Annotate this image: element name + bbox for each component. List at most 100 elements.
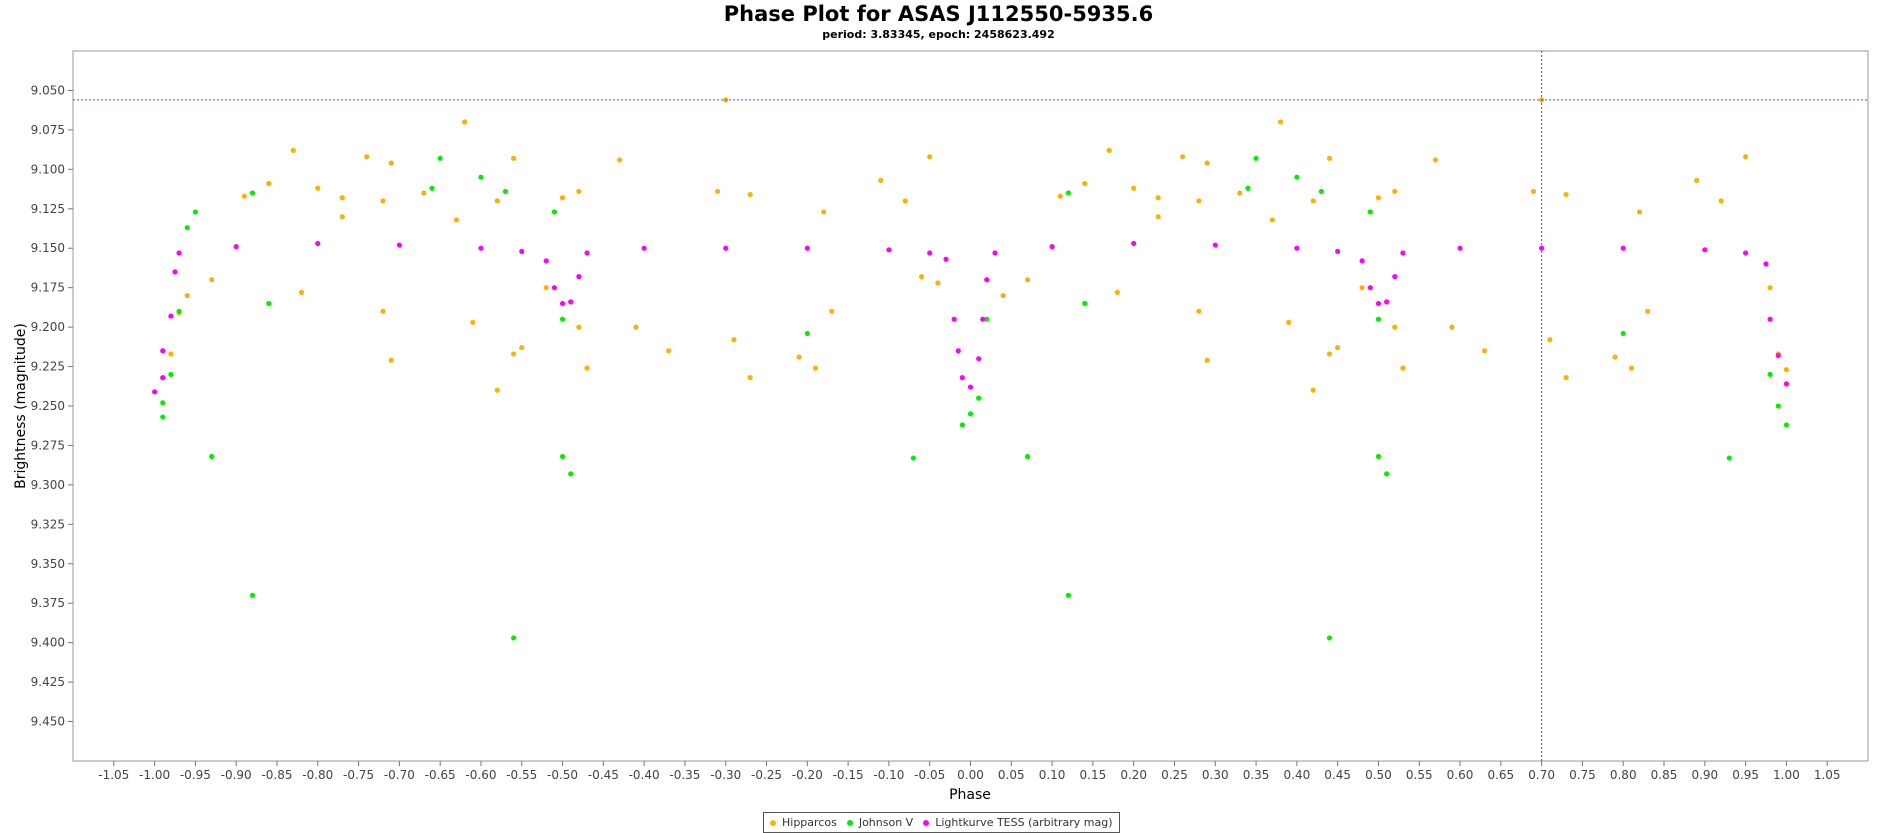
hipparcos-point [453, 217, 460, 223]
hipparcos-point [1196, 198, 1202, 204]
johnson-v-point [1245, 185, 1251, 191]
x-tick-label: 1.00 [1773, 768, 1800, 782]
hipparcos-point [184, 292, 190, 299]
johnson-v-point [1783, 422, 1790, 428]
x-tick-label: -0.90 [221, 768, 252, 782]
tess-point [559, 300, 566, 307]
tess-point [804, 245, 810, 251]
tess-point [992, 250, 998, 256]
hipparcos-point [470, 319, 476, 325]
plot-area[interactable] [72, 50, 1869, 762]
x-tick-label: -1.00 [139, 768, 170, 782]
hipparcos-point [339, 214, 345, 220]
y-tick-label: 9.250 [31, 399, 65, 413]
tess-point [1049, 244, 1055, 250]
x-tick-label: 0.75 [1569, 768, 1596, 782]
hipparcos-point [1204, 357, 1210, 363]
johnson-v-point [192, 209, 198, 215]
x-tick-label: 0.55 [1406, 768, 1433, 782]
hipparcos-point [714, 188, 721, 195]
hipparcos-point [1636, 209, 1643, 215]
tess-point [723, 245, 729, 251]
tess-point [172, 269, 178, 275]
hipparcos-point [731, 337, 737, 343]
x-axis-label: Phase [949, 787, 991, 803]
hipparcos-point [241, 193, 247, 199]
hipparcos-point [388, 357, 394, 363]
x-tick-label: 0.90 [1691, 768, 1718, 782]
hipparcos-point [168, 351, 174, 357]
hipparcos-point [576, 188, 582, 195]
tess-point [976, 356, 982, 362]
hipparcos-point [559, 195, 566, 201]
x-tick-label: -1.05 [98, 768, 129, 782]
hipparcos-point [1326, 155, 1333, 161]
tess-point [955, 348, 961, 354]
hipparcos-point [821, 209, 827, 215]
hipparcos-point [1000, 292, 1006, 299]
y-tick-label: 9.175 [31, 281, 65, 295]
tess-point [1375, 300, 1382, 307]
tess-point [1212, 242, 1218, 248]
hipparcos-point [1481, 348, 1488, 354]
hipparcos-point [1155, 195, 1161, 201]
tess-point [959, 375, 965, 381]
johnson-v-point [1065, 190, 1072, 196]
y-tick-label: 9.100 [31, 162, 65, 176]
hipparcos-point [584, 365, 590, 371]
x-tick-label: 1.05 [1814, 768, 1841, 782]
legend-marker-tess [923, 819, 930, 826]
hipparcos-point [1106, 147, 1112, 153]
tess-point [1457, 245, 1463, 251]
hipparcos-point [576, 324, 582, 330]
hipparcos-point [918, 274, 925, 280]
hipparcos-point [494, 387, 500, 393]
johnson-v-point [266, 300, 272, 307]
x-tick-label: 0.05 [998, 768, 1025, 782]
tess-point [980, 316, 986, 322]
hipparcos-point [617, 157, 623, 163]
tess-point [886, 247, 892, 253]
legend-item-hipparcos: Hipparcos [770, 816, 837, 829]
johnson-v-point [1253, 155, 1259, 161]
hipparcos-point [747, 375, 753, 381]
johnson-v-point [1367, 209, 1373, 215]
data-points [151, 97, 1790, 641]
johnson-v-point [1375, 316, 1382, 322]
hipparcos-point [1155, 214, 1161, 220]
johnson-v-point [160, 414, 166, 420]
tess-point [568, 299, 574, 305]
tess-point [1384, 299, 1390, 305]
johnson-v-point [429, 185, 435, 191]
hipparcos-point [796, 354, 802, 360]
hipparcos-point [1392, 188, 1398, 195]
johnson-v-point [568, 471, 574, 477]
legend-label-johnson-v: Johnson V [858, 816, 914, 829]
tess-point [233, 244, 239, 250]
x-tick-label: -0.85 [261, 768, 292, 782]
hipparcos-point [1286, 319, 1292, 325]
tess-point [927, 250, 933, 256]
hipparcos-point [510, 155, 517, 161]
y-axis-label: Brightness (magnitude) [13, 323, 29, 489]
y-tick-label: 9.350 [31, 557, 65, 571]
hipparcos-point [1432, 157, 1439, 163]
tess-point [984, 277, 990, 283]
hipparcos-point [1612, 354, 1618, 360]
chart-title: Phase Plot for ASAS J112550-5935.6 [723, 2, 1154, 26]
johnson-v-point [984, 316, 990, 322]
x-tick-label: -0.20 [792, 768, 823, 782]
legend: Hipparcos Johnson V Lightkurve TESS (arb… [763, 812, 1120, 833]
hipparcos-point [388, 160, 394, 166]
tess-point [1359, 258, 1365, 264]
chart-subtitle: period: 3.83345, epoch: 2458623.492 [822, 28, 1055, 41]
hipparcos-point [421, 190, 427, 196]
hipparcos-point [380, 198, 386, 204]
hipparcos-point [1530, 188, 1537, 195]
tess-point [168, 313, 174, 319]
johnson-v-point [502, 188, 509, 195]
y-tick-label: 9.150 [31, 241, 65, 255]
hipparcos-point [266, 180, 272, 187]
hipparcos-point [747, 191, 753, 198]
